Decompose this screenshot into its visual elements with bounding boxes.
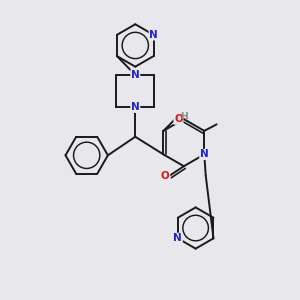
Text: H: H (180, 112, 188, 121)
Text: N: N (131, 102, 140, 112)
Text: N: N (200, 149, 208, 159)
Text: N: N (173, 233, 182, 243)
Text: N: N (131, 70, 140, 80)
Text: N: N (149, 30, 158, 40)
Text: O: O (161, 171, 170, 181)
Text: O: O (174, 114, 183, 124)
